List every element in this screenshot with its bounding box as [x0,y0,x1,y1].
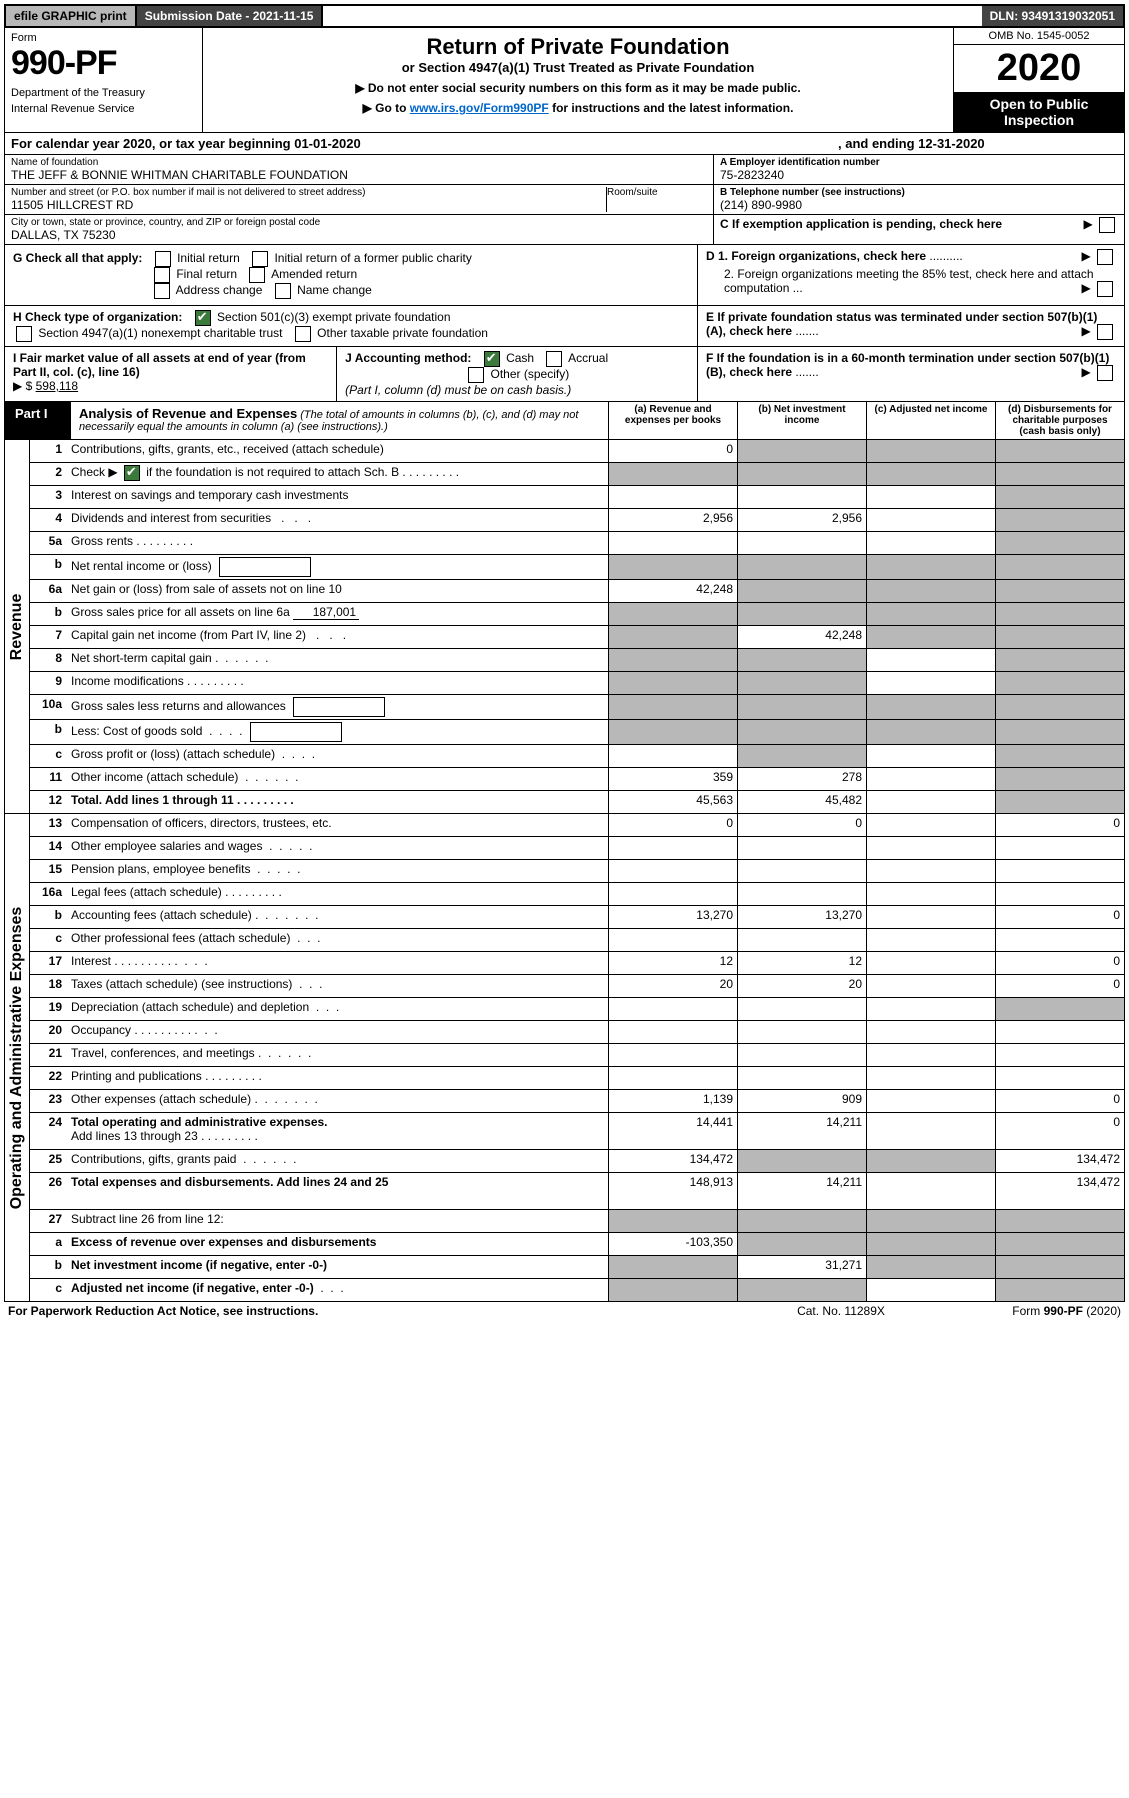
g-address-change[interactable] [154,283,170,299]
f-checkbox[interactable] [1097,365,1113,381]
form-title: Return of Private Foundation [213,34,943,60]
j-other[interactable] [468,367,484,383]
f-section: F If the foundation is in a 60-month ter… [698,347,1124,401]
city-cell: City or town, state or province, country… [5,215,713,244]
g-initial-return[interactable] [155,251,171,267]
h-4947[interactable] [16,326,32,342]
ein-cell: A Employer identification number 75-2823… [714,155,1124,185]
submission-date: Submission Date - 2021-11-15 [137,6,324,26]
tax-year: 2020 [954,45,1124,92]
g-final-return[interactable] [154,267,170,283]
g-d-row: G Check all that apply: Initial return I… [4,245,1125,306]
col-b-head: (b) Net investment income [738,402,867,439]
j-section: J Accounting method: Cash Accrual Other … [337,347,698,401]
part-1-label: Part I [5,402,71,439]
form-number: 990-PF [11,44,196,83]
sch-b-checkbox[interactable] [124,465,140,481]
e-checkbox[interactable] [1097,324,1113,340]
col-a-head: (a) Revenue and expenses per books [609,402,738,439]
paperwork-notice: For Paperwork Reduction Act Notice, see … [8,1304,741,1318]
note-1: ▶ Do not enter social security numbers o… [213,81,943,95]
g-name-change[interactable] [275,283,291,299]
efile-label: efile GRAPHIC print [6,6,137,26]
fmv-value: 598,118 [36,379,79,393]
form-label: Form [11,32,196,44]
col-d-head: (d) Disbursements for charitable purpose… [996,402,1124,439]
d1-checkbox[interactable] [1097,249,1113,265]
entity-info: Name of foundation THE JEFF & BONNIE WHI… [4,155,1125,245]
line-6b-amount: 187,001 [293,605,359,620]
irs-label: Internal Revenue Service [11,103,196,115]
e-section: E If private foundation status was termi… [698,306,1124,346]
dept-label: Department of the Treasury [11,87,196,99]
note-2: ▶ Go to www.irs.gov/Form990PF for instru… [213,101,943,115]
j-cash[interactable] [484,351,500,367]
g-amended[interactable] [249,267,265,283]
omb-number: OMB No. 1545-0052 [954,28,1124,45]
g-initial-former[interactable] [252,251,268,267]
form-subtitle: or Section 4947(a)(1) Trust Treated as P… [213,60,943,75]
i-j-f-row: I Fair market value of all assets at end… [4,347,1125,402]
h-501c3[interactable] [195,310,211,326]
i-section: I Fair market value of all assets at end… [5,347,337,401]
g-section: G Check all that apply: Initial return I… [5,245,698,305]
cat-no: Cat. No. 11289X [741,1304,941,1318]
dln-label: DLN: 93491319032051 [982,6,1123,26]
address-cell: Number and street (or P.O. box number if… [5,185,713,215]
c-checkbox[interactable] [1099,217,1115,233]
open-to-public: Open to Public Inspection [954,92,1124,132]
h-e-row: H Check type of organization: Section 50… [4,306,1125,347]
form-id-footer: Form 990-PF (2020) [941,1304,1121,1318]
h-other-taxable[interactable] [295,326,311,342]
foundation-name-cell: Name of foundation THE JEFF & BONNIE WHI… [5,155,713,185]
form-header: Form 990-PF Department of the Treasury I… [4,28,1125,133]
d-section: D 1. Foreign organizations, check here .… [698,245,1124,305]
d2-checkbox[interactable] [1097,281,1113,297]
expenses-side-label: Operating and Administrative Expenses [8,906,26,1209]
expenses-section: Operating and Administrative Expenses 13… [4,814,1125,1302]
c-check: C If exemption application is pending, c… [714,215,1124,233]
col-c-head: (c) Adjusted net income [867,402,996,439]
page-footer: For Paperwork Reduction Act Notice, see … [4,1302,1125,1320]
revenue-section: Revenue 1Contributions, gifts, grants, e… [4,440,1125,814]
calendar-year-row: For calendar year 2020, or tax year begi… [4,133,1125,155]
top-bar: efile GRAPHIC print Submission Date - 20… [4,4,1125,28]
revenue-side-label: Revenue [8,593,26,660]
j-accrual[interactable] [546,351,562,367]
h-section: H Check type of organization: Section 50… [5,306,698,346]
instructions-link[interactable]: www.irs.gov/Form990PF [410,101,549,115]
part-1-header: Part I Analysis of Revenue and Expenses … [4,402,1125,440]
phone-cell: B Telephone number (see instructions) (2… [714,185,1124,215]
